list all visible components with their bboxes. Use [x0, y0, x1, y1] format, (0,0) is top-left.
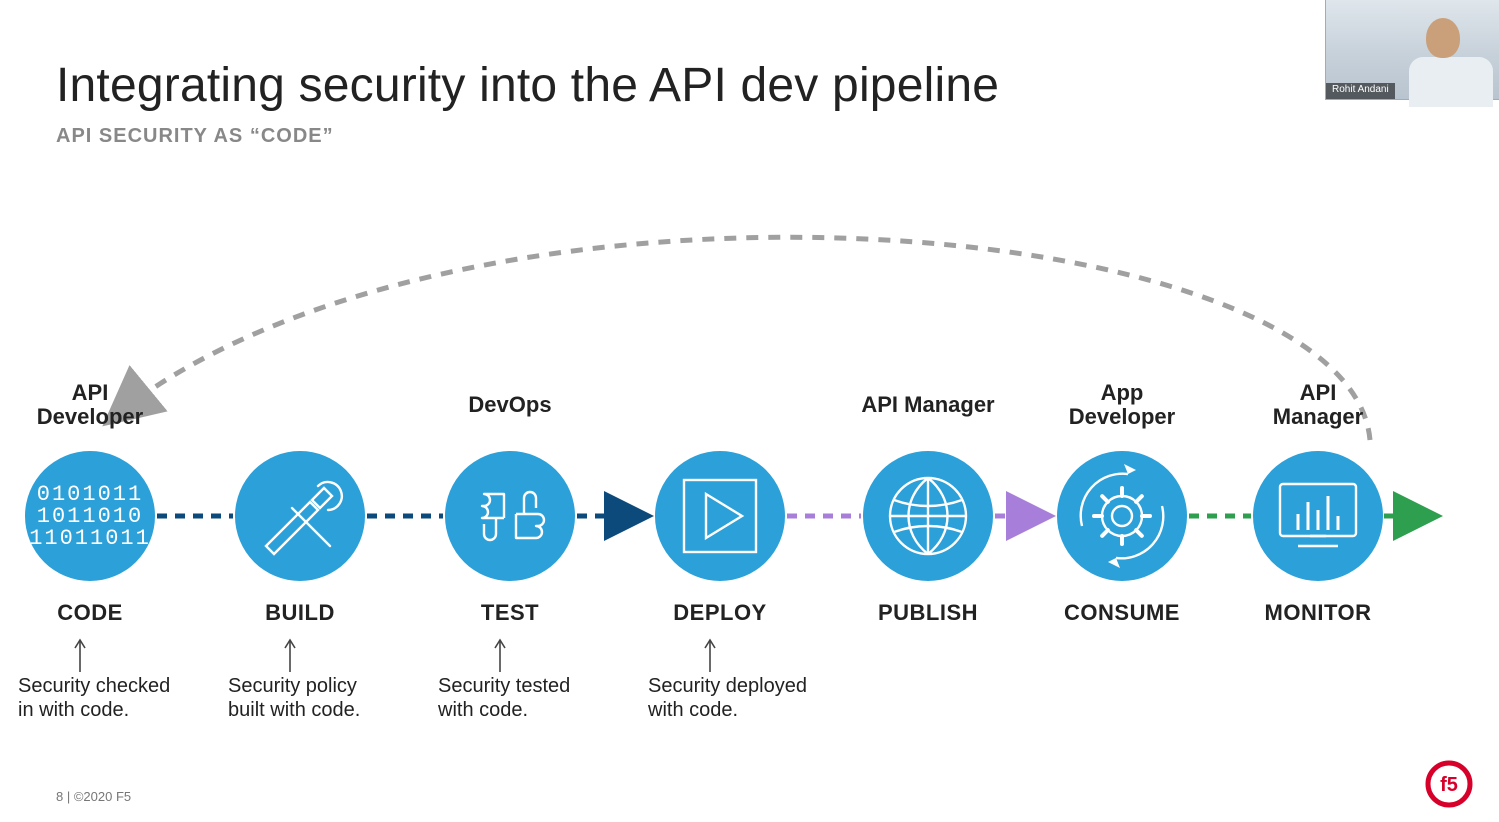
- binary-code-icon: 0101011101101011011011: [29, 482, 151, 551]
- node-stage-label: CONSUME: [1064, 600, 1180, 625]
- node-deploy: DEPLOY Security deployedwith code.: [647, 451, 807, 721]
- feedback-arc: [110, 237, 1370, 440]
- node-build: BUILD Security policybuilt with code.: [228, 451, 365, 721]
- node-stage-label: BUILD: [265, 600, 335, 625]
- svg-text:11011011: 11011011: [29, 526, 151, 551]
- node-code: 0101011101101011011011 APIDeveloper CODE Se…: [18, 380, 170, 721]
- node-stage-label: PUBLISH: [878, 600, 978, 625]
- diagram-canvas: 0101011101101011011011APIDeveloperCODESe…: [0, 0, 1499, 822]
- node-consume: AppDeveloper CONSUME: [1057, 380, 1187, 625]
- footer-text: 8 | ©2020 F5: [56, 789, 131, 804]
- feedback-arc-path: [110, 237, 1370, 440]
- note-text-line: Security checked: [18, 675, 170, 697]
- node-test: DevOps TEST Security testedwith code.: [437, 392, 575, 721]
- node-role-label: App: [1101, 380, 1144, 405]
- note-text-line: with code.: [647, 699, 738, 721]
- node-circle: [1057, 451, 1187, 581]
- note-text-line: Security policy: [228, 675, 357, 697]
- svg-text:f5: f5: [1440, 774, 1458, 796]
- node-publish: API Manager PUBLISH: [861, 392, 995, 625]
- slide-root: Integrating security into the API dev pi…: [0, 0, 1499, 822]
- node-role-label: DevOps: [468, 392, 551, 417]
- note-text-line: Security deployed: [648, 675, 807, 697]
- nodes-group: 0101011101101011011011APIDeveloperCODESe…: [18, 380, 1383, 721]
- node-role-label: Manager: [1273, 404, 1364, 429]
- node-role-label: API: [72, 380, 109, 405]
- globe-icon: [890, 478, 966, 554]
- node-role-label: Developer: [1069, 404, 1176, 429]
- note-text-line: with code.: [437, 699, 528, 721]
- node-stage-label: CODE: [57, 600, 123, 625]
- node-role-label: Developer: [37, 404, 144, 429]
- note-text-line: Security tested: [438, 675, 570, 697]
- f5-logo: f5: [1425, 760, 1473, 808]
- node-role-label: API: [1300, 380, 1337, 405]
- node-circle: [655, 451, 785, 581]
- node-stage-label: TEST: [481, 600, 539, 625]
- node-role-label: API Manager: [861, 392, 995, 417]
- node-circle: [445, 451, 575, 581]
- note-text-line: in with code.: [18, 699, 129, 721]
- node-stage-label: MONITOR: [1265, 600, 1372, 625]
- note-text-line: built with code.: [228, 699, 360, 721]
- node-stage-label: DEPLOY: [673, 600, 766, 625]
